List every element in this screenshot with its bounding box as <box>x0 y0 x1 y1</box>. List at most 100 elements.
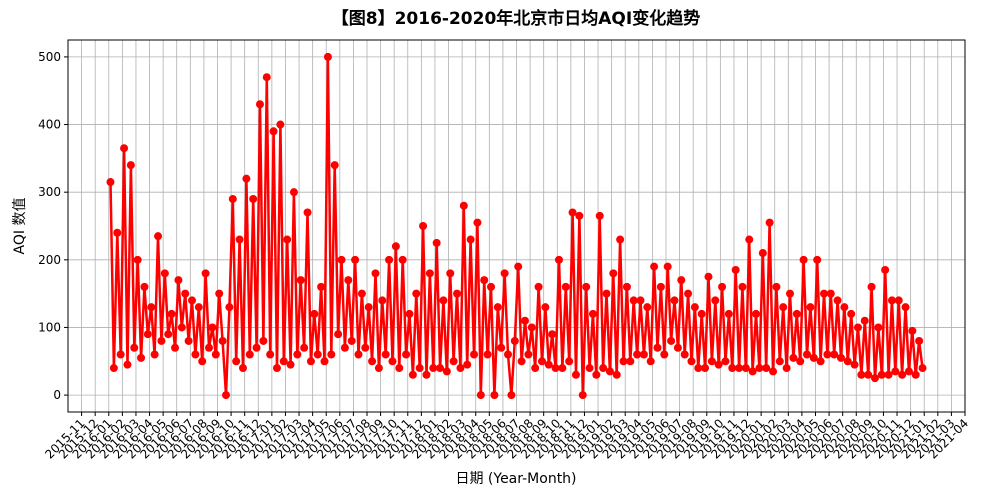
aqi-point <box>578 391 587 400</box>
aqi-point <box>456 364 465 373</box>
aqi-point <box>524 350 533 359</box>
aqi-point <box>340 343 349 352</box>
aqi-point <box>221 391 230 400</box>
aqi-point <box>857 370 866 379</box>
aqi-point <box>126 161 135 170</box>
aqi-point <box>419 222 428 230</box>
aqi-point <box>361 343 370 352</box>
aqi-point <box>786 289 795 298</box>
aqi-point <box>137 353 146 362</box>
aqi-point <box>184 336 193 345</box>
aqi-point <box>728 364 737 373</box>
aqi-point <box>120 144 129 153</box>
aqi-point <box>571 370 580 379</box>
aqi-point <box>694 364 703 373</box>
aqi-point <box>480 276 489 285</box>
aqi-point <box>106 178 115 187</box>
aqi-point <box>313 350 322 359</box>
aqi-point <box>371 269 380 278</box>
aqi-point <box>398 255 407 264</box>
aqi-point <box>188 296 197 305</box>
aqi-point <box>684 289 693 298</box>
aqi-point <box>429 364 438 373</box>
aqi-point <box>133 255 142 264</box>
aqi-point <box>592 370 601 379</box>
aqi-point <box>680 350 689 359</box>
aqi-point <box>283 235 292 244</box>
aqi-point <box>296 276 305 285</box>
aqi-point <box>422 370 431 379</box>
aqi-point <box>701 364 710 373</box>
aqi-point <box>650 262 659 271</box>
aqi-point <box>833 296 842 305</box>
aqi-point <box>490 391 499 400</box>
aqi-point <box>816 357 825 366</box>
aqi-point <box>860 316 869 325</box>
aqi-point <box>779 303 788 312</box>
aqi-point <box>830 350 839 359</box>
aqi-point <box>347 336 356 345</box>
aqi-point <box>915 336 924 345</box>
aqi-point <box>242 174 251 183</box>
aqi-point <box>819 289 828 298</box>
aqi-point <box>887 296 896 305</box>
aqi-point <box>636 296 645 305</box>
aqi-point <box>836 353 845 362</box>
aqi-point <box>813 255 822 264</box>
aqi-point <box>191 350 200 359</box>
aqi-point <box>881 265 890 274</box>
aqi-point <box>561 282 570 291</box>
aqi-point <box>381 350 390 359</box>
aqi-point <box>514 262 523 271</box>
aqi-point <box>901 303 910 312</box>
aqi-point <box>154 232 163 241</box>
aqi-point <box>874 323 883 332</box>
aqi-point <box>157 336 166 345</box>
aqi-point <box>616 235 625 244</box>
aqi-point <box>714 360 723 369</box>
aqi-point <box>646 357 655 366</box>
aqi-point <box>303 208 312 217</box>
aqi-point <box>276 120 285 129</box>
aqi-point <box>279 357 288 366</box>
aqi-point <box>541 303 550 312</box>
aqi-point <box>354 350 363 359</box>
aqi-point <box>605 367 614 376</box>
aqi-point <box>847 309 856 318</box>
aqi-point <box>167 309 176 318</box>
aqi-point <box>792 309 801 318</box>
aqi-point <box>272 364 281 373</box>
aqi-point <box>575 211 584 220</box>
aqi-point <box>507 391 516 400</box>
aqi-point <box>351 255 360 264</box>
aqi-point <box>317 282 326 291</box>
aqi-point <box>459 201 468 210</box>
aqi-point <box>286 360 295 369</box>
aqi-point <box>534 282 543 291</box>
aqi-point <box>252 343 261 352</box>
aqi-point <box>908 326 917 335</box>
aqi-point <box>677 276 686 285</box>
aqi-point <box>116 350 125 359</box>
aqi-point <box>466 235 475 244</box>
aqi-point <box>877 370 886 379</box>
aqi-point <box>344 276 353 285</box>
aqi-point <box>687 357 696 366</box>
aqi-point <box>548 330 557 339</box>
aqi-point <box>643 303 652 312</box>
aqi-point <box>789 353 798 362</box>
aqi-point <box>735 364 744 373</box>
aqi-point <box>758 249 767 258</box>
aqi-point <box>544 360 553 369</box>
aqi-point <box>432 238 441 247</box>
aqi-point <box>622 282 631 291</box>
aqi-point <box>595 211 604 220</box>
aqi-point <box>609 269 618 278</box>
aqi-point <box>629 296 638 305</box>
aqi-point <box>504 350 513 359</box>
aqi-point <box>510 336 519 345</box>
aqi-line <box>109 55 924 397</box>
aqi-point <box>588 309 597 318</box>
aqi-point <box>334 330 343 339</box>
